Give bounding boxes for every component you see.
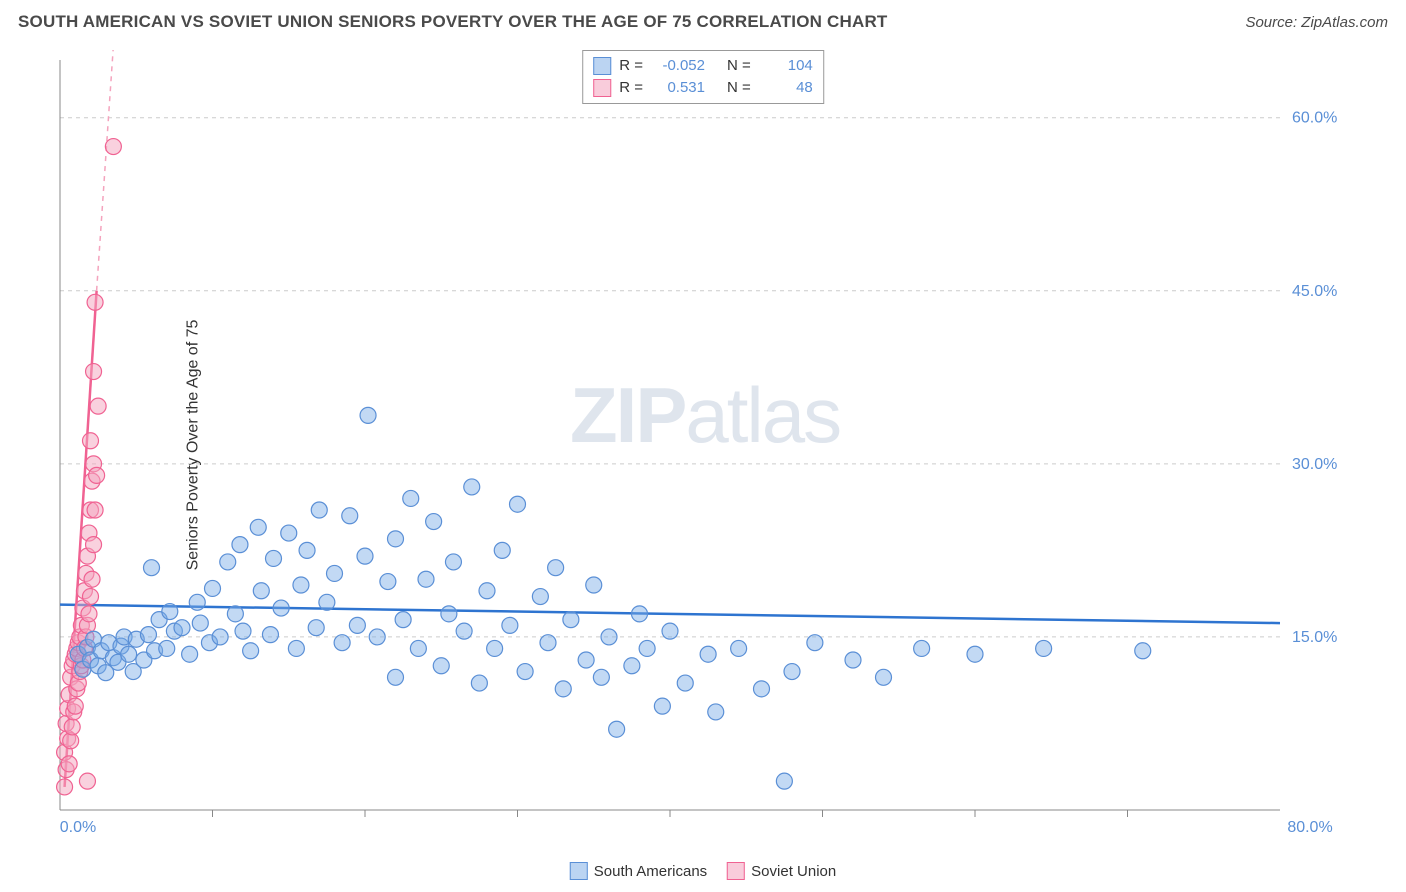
chart-title: SOUTH AMERICAN VS SOVIET UNION SENIORS P… (18, 12, 888, 32)
header-bar: SOUTH AMERICAN VS SOVIET UNION SENIORS P… (18, 12, 1388, 32)
r-value-pink: 0.531 (651, 77, 705, 99)
stats-legend: R = -0.052 N = 104 R = 0.531 N = 48 (582, 50, 824, 104)
legend-label-blue: South Americans (594, 863, 707, 880)
svg-text:0.0%: 0.0% (60, 819, 96, 836)
plot-area: Seniors Poverty Over the Age of 75 15.0%… (50, 50, 1350, 840)
swatch-pink (593, 79, 611, 97)
r-label: R = (619, 55, 643, 77)
n-value-pink: 48 (759, 77, 813, 99)
scatter-chart: 15.0% 30.0% 45.0% 60.0% 0.0% 80.0% (50, 50, 1350, 840)
legend-item-blue: South Americans (570, 862, 707, 880)
legend-item-pink: Soviet Union (727, 862, 836, 880)
svg-text:80.0%: 80.0% (1287, 819, 1332, 836)
svg-text:60.0%: 60.0% (1292, 110, 1337, 127)
n-label: N = (727, 55, 751, 77)
stats-row-pink: R = 0.531 N = 48 (593, 77, 813, 99)
swatch-blue (593, 57, 611, 75)
r-value-blue: -0.052 (651, 55, 705, 77)
legend-label-pink: Soviet Union (751, 863, 836, 880)
n-label: N = (727, 77, 751, 99)
svg-text:30.0%: 30.0% (1292, 456, 1337, 473)
n-value-blue: 104 (759, 55, 813, 77)
svg-text:15.0%: 15.0% (1292, 629, 1337, 646)
stats-row-blue: R = -0.052 N = 104 (593, 55, 813, 77)
svg-text:45.0%: 45.0% (1292, 283, 1337, 300)
r-label: R = (619, 77, 643, 99)
series-legend: South Americans Soviet Union (570, 862, 836, 880)
swatch-pink (727, 862, 745, 880)
source-label: Source: ZipAtlas.com (1245, 14, 1388, 31)
swatch-blue (570, 862, 588, 880)
